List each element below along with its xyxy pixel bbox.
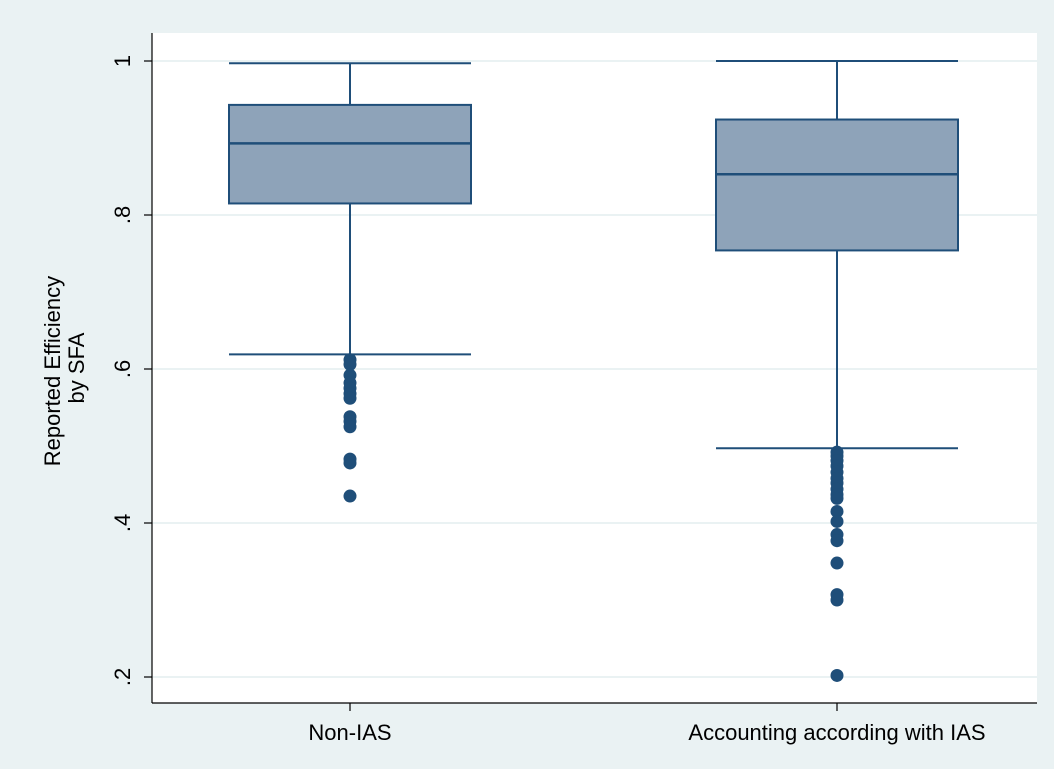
x-category-label: Accounting according with IAS [688,720,985,745]
y-tick-label: .4 [110,514,135,532]
y-tick-label: .2 [110,668,135,686]
x-axis-labels: Non-IAS Accounting according with IAS [308,703,985,745]
outlier-point [344,392,357,405]
outlier-point [831,594,844,607]
y-tick-label: .6 [110,360,135,378]
x-category-label: Non-IAS [308,720,391,745]
y-axis-title: Reported Efficiency by SFA [40,270,89,467]
outlier-point [831,669,844,682]
y-tick-label: 1 [110,55,135,67]
y-axis-title-line-1: Reported Efficiency [40,276,65,466]
interquartile-box [229,105,471,204]
outlier-point [344,490,357,503]
y-axis-title-line-2: by SFA [64,332,89,403]
outlier-point [831,557,844,570]
outlier-point [344,420,357,433]
interquartile-box [716,120,958,251]
outlier-point [831,534,844,547]
y-tick-label: .8 [110,206,135,224]
outlier-point [344,456,357,469]
outlier-point [831,515,844,528]
y-axis-ticks: .2 .4 .6 .8 1 [110,55,152,686]
outlier-point [831,492,844,505]
